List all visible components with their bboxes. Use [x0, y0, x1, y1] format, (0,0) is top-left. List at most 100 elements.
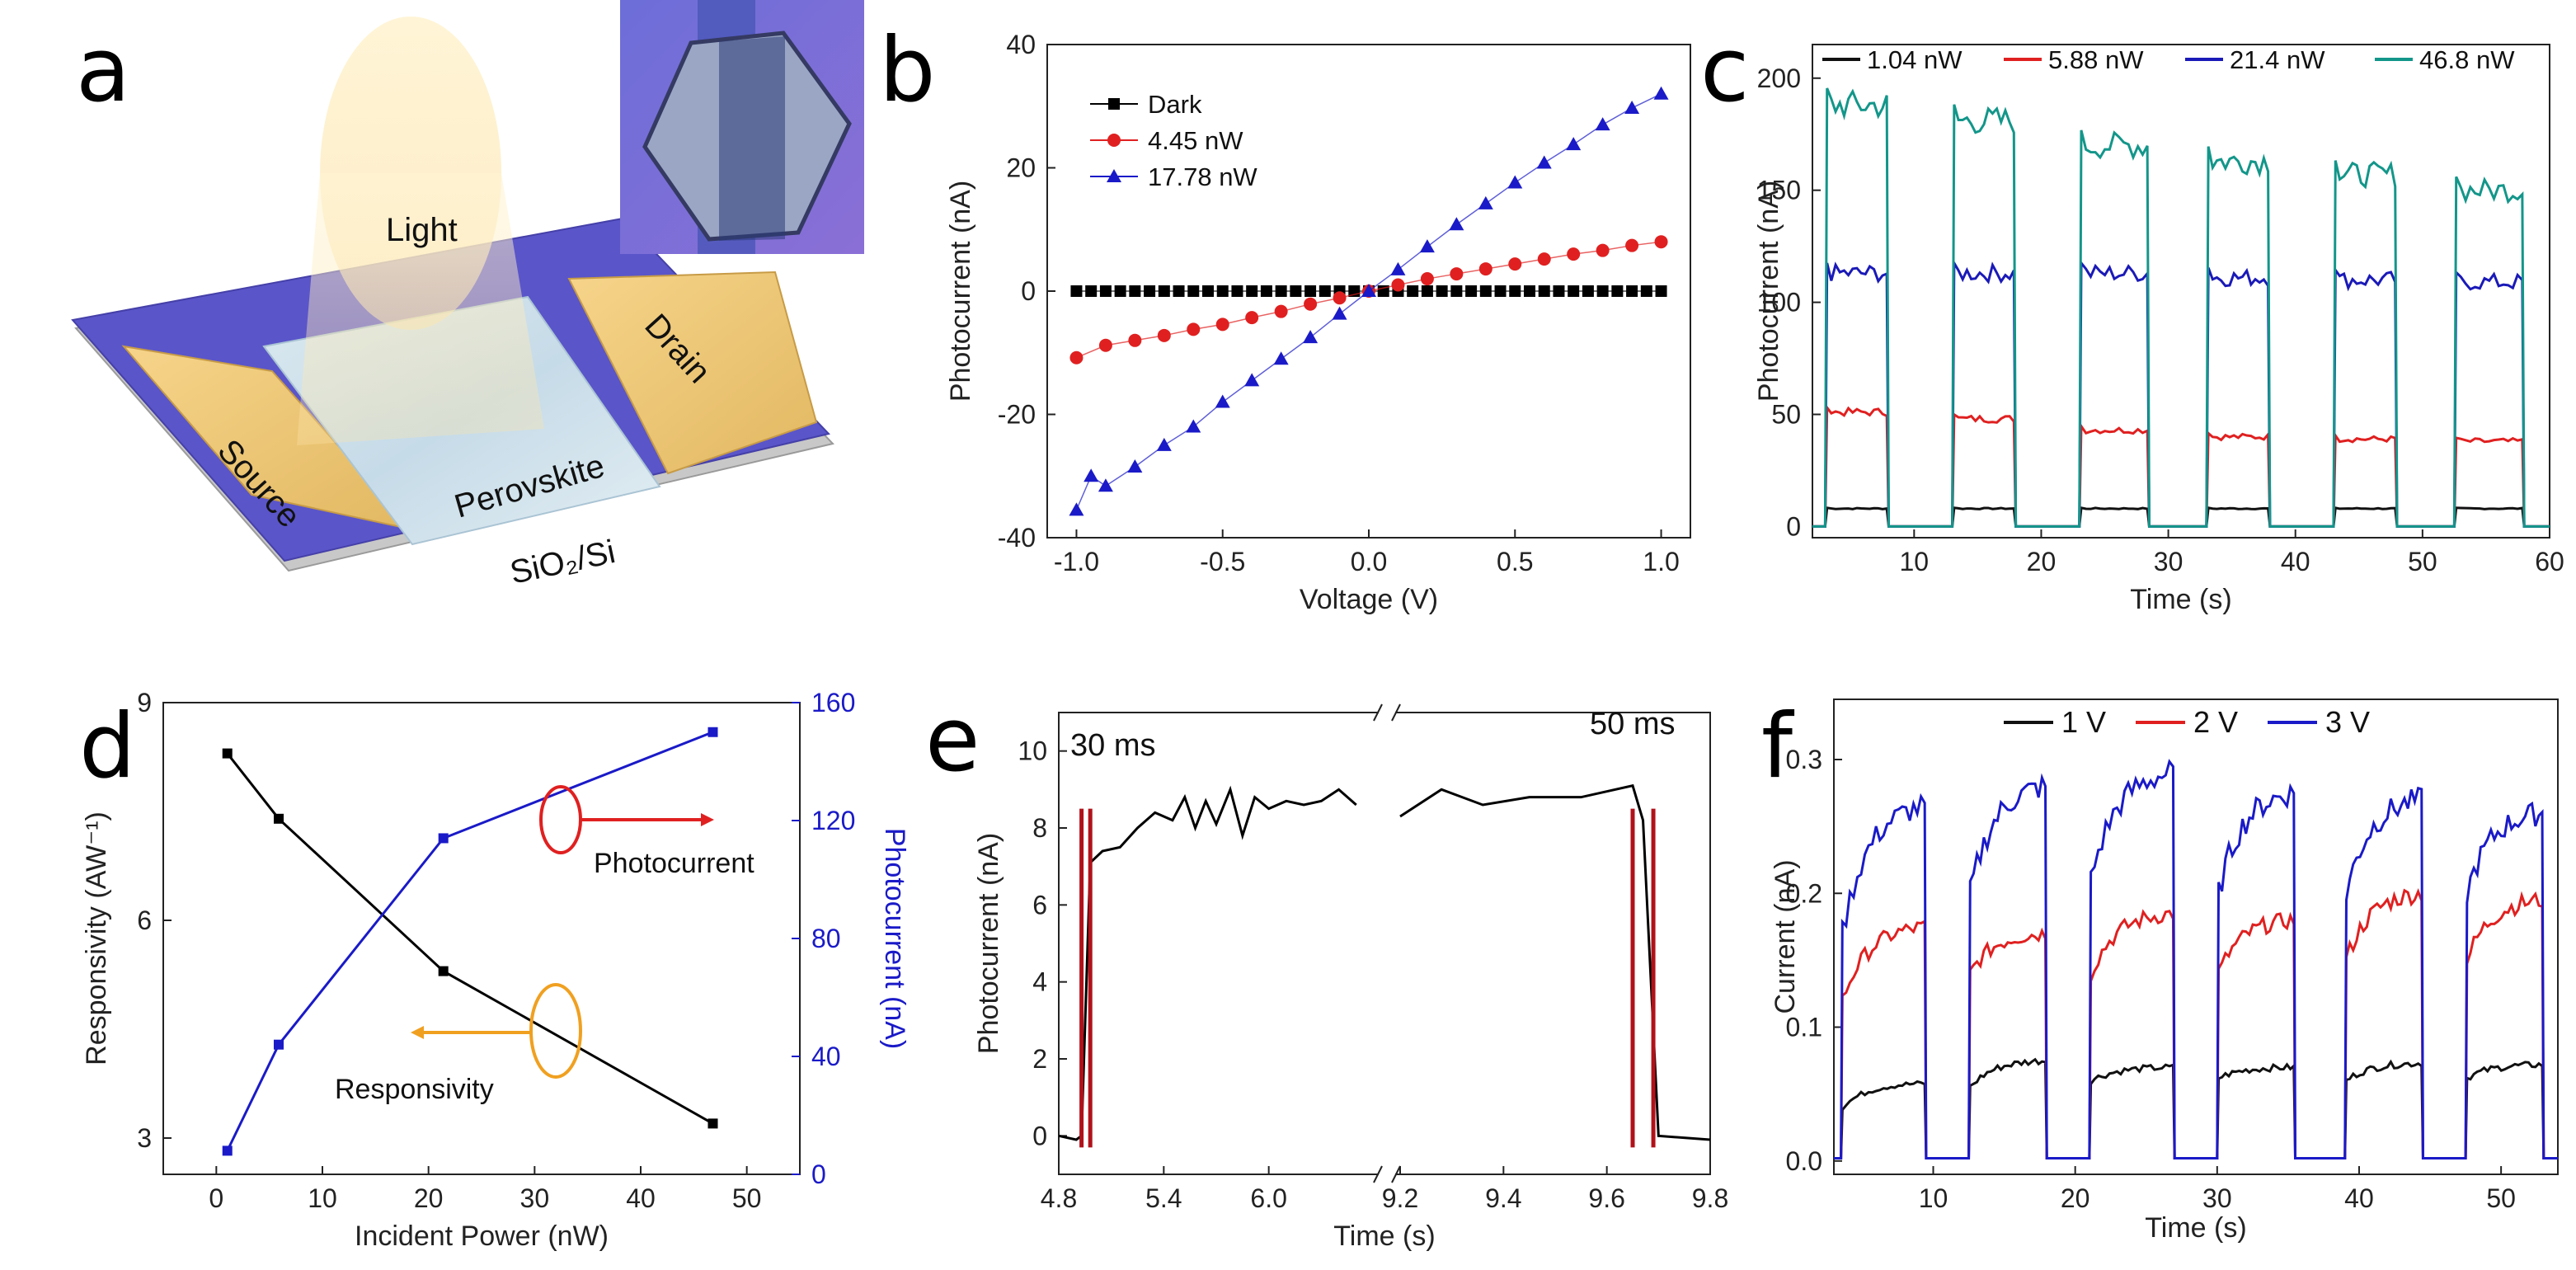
d-responsivity-annotation: Responsivity — [335, 1074, 494, 1105]
c-y-tick-label: 200 — [1757, 64, 1801, 93]
b-data-point — [1508, 257, 1522, 271]
b-data-point — [1273, 351, 1289, 365]
panel-b: b -1.0 -0.5 0.0 0.5 1.0 -40 -20 0 20 40 Voltage (V… — [879, 19, 1691, 615]
b-data-point — [1625, 238, 1639, 252]
e-rise-time-annotation: 30 ms — [1070, 728, 1155, 763]
c-x-tick-label: 20 — [2027, 547, 2057, 576]
f-legend-label: 1 V — [2061, 705, 2106, 739]
b-data-point — [1478, 262, 1492, 276]
panel-c: c 10 20 30 40 50 60 0 50 100 150 200 Time (s) Photoc… — [1700, 19, 2564, 615]
d-y2-axis-label: Photocurrent (nA) — [879, 828, 910, 1049]
d-y2-tick-label: 0 — [811, 1159, 826, 1189]
b-data-point — [1420, 272, 1434, 286]
b-data-point — [1450, 267, 1464, 281]
b-data-point — [1391, 278, 1405, 292]
b-data-point — [1333, 291, 1347, 305]
b-legend-label: 17.78 nW — [1148, 162, 1257, 191]
plot-b: -1.0 -0.5 0.0 0.5 1.0 -40 -20 0 20 40 Voltage (V) P… — [945, 30, 1691, 615]
d-series-line — [226, 731, 714, 1152]
c-legend-label: 5.88 nW — [2048, 45, 2144, 74]
b-data-point — [1099, 285, 1112, 297]
e-axes-frame — [1058, 712, 1711, 1175]
e-y-tick-label: 4 — [1032, 967, 1047, 997]
f-series-line — [1834, 759, 2558, 1160]
f-x-axis-label: Time (s) — [2145, 1212, 2246, 1244]
f-y-axis-label: Current (nA) — [1770, 859, 1801, 1014]
d-x-tick-label: 10 — [308, 1183, 337, 1213]
b-data-point — [1158, 285, 1170, 297]
b-data-point — [1478, 195, 1493, 209]
b-data-point — [1332, 306, 1347, 320]
e-y-tick-label: 8 — [1032, 813, 1047, 843]
e-y-tick-label: 6 — [1032, 890, 1047, 920]
b-data-point — [1450, 285, 1463, 297]
panel-c-label: c — [1700, 19, 1749, 122]
b-x-tick-label: 0.5 — [1497, 547, 1533, 576]
b-data-point — [1246, 285, 1258, 297]
b-y-tick-label: 20 — [1006, 153, 1036, 183]
b-data-point — [1156, 437, 1172, 451]
b-data-point — [1144, 285, 1156, 297]
b-x-tick-label: -0.5 — [1200, 547, 1245, 576]
b-x-tick-label: -1.0 — [1054, 547, 1099, 576]
f-x-tick-label: 30 — [2202, 1183, 2232, 1213]
b-data-point — [1069, 350, 1084, 365]
d-data-point — [438, 833, 449, 844]
b-data-point — [1157, 328, 1171, 342]
panel-f: f 10 20 30 40 50 0.0 0.1 0.2 0.3 Time (s) Current … — [1761, 695, 2559, 1244]
f-x-tick-label: 10 — [1919, 1183, 1948, 1213]
plot-d: 0 10 20 30 40 50 3 6 9 0 40 80 120 160 Incident Power … — [81, 688, 910, 1252]
b-data-point — [1536, 155, 1552, 169]
panel-d: d 0 10 20 30 40 50 3 6 9 0 40 80 120 160 Incident Powe… — [79, 688, 910, 1252]
plot-e: 4.8 5.4 6.0 9.2 9.4 9.6 9.8 0 2 4 6 8 10 Time (s) Phot… — [973, 703, 1728, 1252]
b-data-point — [1436, 285, 1448, 297]
b-data-point — [1654, 235, 1668, 249]
b-data-point — [1553, 285, 1565, 297]
f-y-tick-label: 0.0 — [1786, 1146, 1822, 1176]
e-axis-break-mark-1a — [1373, 1165, 1383, 1183]
plot-c: 10 20 30 40 50 60 0 50 100 150 200 Time (s) Photocur… — [1753, 44, 2564, 615]
c-series-line — [1812, 506, 2550, 528]
b-data-point — [1361, 284, 1376, 297]
f-series-line — [1834, 1057, 2558, 1160]
b-data-point — [1245, 311, 1259, 325]
c-legend-label: 46.8 nW — [2419, 45, 2515, 74]
e-x-tick-label: 9.8 — [1692, 1183, 1728, 1213]
b-data-point — [1524, 285, 1535, 297]
e-axis-break-top-gap — [1379, 706, 1395, 719]
b-data-point — [1260, 285, 1272, 297]
d-y-axis-label: Responsivity (AW⁻¹) — [81, 811, 112, 1065]
substrate-label: SiO₂/Si — [507, 534, 618, 591]
panel-b-label: b — [879, 19, 936, 122]
b-data-point — [1114, 285, 1126, 297]
d-data-point — [222, 1145, 233, 1156]
b-y-tick-label: 40 — [1006, 30, 1036, 59]
d-data-point — [222, 748, 233, 759]
b-data-point — [1538, 285, 1550, 297]
b-data-point — [1419, 239, 1435, 253]
b-data-point — [1187, 285, 1200, 297]
d-x-tick-label: 20 — [414, 1183, 444, 1213]
b-data-point — [1611, 285, 1624, 297]
b-data-point — [1567, 247, 1581, 261]
b-legend-marker — [1107, 134, 1121, 147]
b-data-point — [1509, 285, 1521, 297]
light-cone — [297, 173, 544, 445]
e-x-tick-label: 6.0 — [1250, 1183, 1286, 1213]
d-y-tick-label: 9 — [137, 688, 152, 717]
b-x-tick-label: 1.0 — [1643, 547, 1679, 576]
optical-image-inset — [620, 0, 864, 254]
b-x-axis-label: Voltage (V) — [1300, 584, 1438, 615]
b-data-point — [1626, 285, 1638, 297]
b-data-point — [1127, 459, 1143, 473]
b-data-point — [1129, 285, 1141, 297]
e-axis-break-mark-0a — [1373, 703, 1383, 722]
panel-d-label: d — [79, 695, 136, 798]
b-data-point — [1568, 285, 1580, 297]
b-data-point — [1390, 261, 1406, 275]
c-x-tick-label: 50 — [2408, 547, 2437, 576]
b-data-point — [1085, 285, 1098, 297]
b-data-point — [1303, 330, 1319, 344]
b-data-point — [1202, 285, 1214, 297]
e-y-tick-label: 2 — [1032, 1044, 1047, 1074]
